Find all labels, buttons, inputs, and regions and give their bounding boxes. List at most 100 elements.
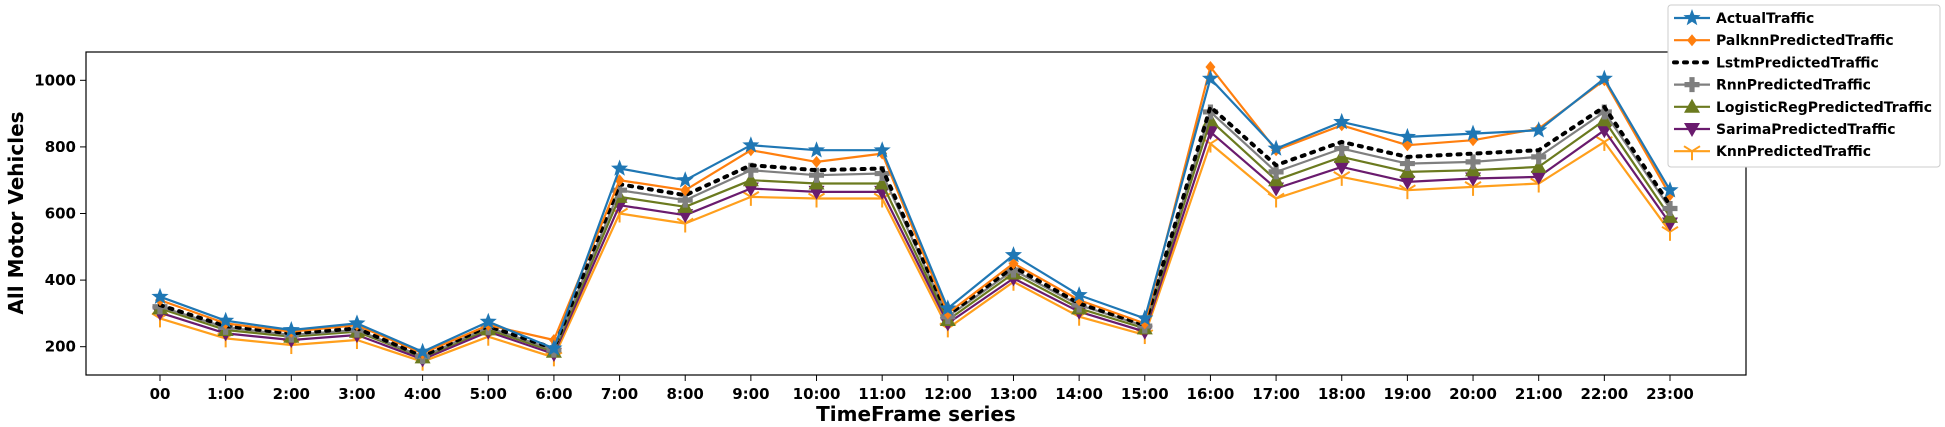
data-point (742, 136, 760, 153)
data-point-stroke (1333, 171, 1343, 178)
data-point (1531, 149, 1547, 165)
x-tick-label: 6:00 (535, 385, 572, 403)
x-tick-label: 21:00 (1515, 385, 1563, 403)
legend-label: LogisticRegPredictedTraffic (1716, 100, 1932, 116)
legend-label: SarimaPredictedTraffic (1716, 122, 1896, 138)
x-axis-ticks: 00 1:00 2:00 3:00 4:00 5:00 6:00 7:00 8:00 9:00 10… (150, 375, 1694, 403)
legend-item-KnnPredictedTraffic: KnnPredictedTraffic (1674, 144, 1871, 161)
series-layer (151, 60, 1679, 371)
x-tick-label: 15:00 (1121, 385, 1169, 403)
series-ActualTraffic (151, 69, 1679, 359)
data-point (1399, 175, 1416, 190)
x-tick-label: 12:00 (924, 385, 972, 403)
data-point-stroke (750, 191, 760, 198)
legend-marker (1687, 34, 1697, 47)
data-point (545, 339, 563, 356)
y-tick-label: 200 (45, 338, 76, 356)
legend-item-ActualTraffic: ActualTraffic (1674, 9, 1814, 27)
data-point (1662, 201, 1678, 217)
data-point (807, 192, 826, 208)
x-tick-label: 2:00 (273, 385, 310, 403)
data-point (282, 321, 300, 338)
data-point-stroke (1603, 136, 1613, 143)
legend-marker (1684, 77, 1700, 93)
data-point (1530, 121, 1548, 138)
x-tick-label: 22:00 (1580, 385, 1628, 403)
y-tick-label: 1000 (34, 71, 76, 89)
x-tick-label: 19:00 (1384, 385, 1432, 403)
data-point (809, 167, 825, 183)
data-point (1464, 181, 1482, 196)
legend-entries: ActualTraffic PalknnPredictedTraffic LstmP… (1672, 9, 1932, 161)
data-point (1661, 225, 1679, 241)
data-point-stroke (1267, 192, 1277, 200)
x-tick-label: 7:00 (601, 385, 638, 403)
data-point (742, 172, 759, 187)
legend-marker (1683, 9, 1701, 26)
data-point (1530, 158, 1547, 173)
data-point-stroke (619, 207, 629, 215)
series-line (158, 104, 1672, 358)
y-axis-ticks: 200 400 600 800 1000 (34, 71, 86, 356)
data-point (1333, 160, 1350, 175)
legend-label: LstmPredictedTraffic (1716, 55, 1879, 71)
legend-item-PalknnPredictedTraffic: PalknnPredictedTraffic (1674, 33, 1894, 49)
data-point (1530, 170, 1547, 185)
legend-item-LstmPredictedTraffic: LstmPredictedTraffic (1672, 55, 1879, 71)
data-point (217, 311, 235, 328)
data-point (1595, 136, 1613, 151)
data-point (1334, 141, 1350, 157)
legend-marker (1683, 145, 1701, 161)
data-point (1596, 104, 1612, 120)
data-point-stroke (815, 192, 826, 200)
series-line (159, 77, 1671, 353)
series-LstmPredictedTraffic (158, 104, 1672, 358)
data-point-stroke (881, 192, 891, 200)
data-point (1267, 139, 1285, 156)
data-point (1465, 154, 1481, 170)
data-point (1399, 156, 1415, 172)
x-tick-label: 20:00 (1449, 385, 1497, 403)
data-point (676, 217, 694, 233)
data-point (811, 155, 822, 168)
data-point (1136, 309, 1154, 326)
legend-marker-stroke (1683, 145, 1693, 153)
data-point (742, 191, 760, 206)
x-tick-label: 13:00 (990, 385, 1038, 403)
data-point-stroke (742, 191, 752, 198)
y-tick-label: 400 (45, 271, 76, 289)
legend-item-RnnPredictedTraffic: RnnPredictedTraffic (1674, 77, 1871, 94)
legend-label: KnnPredictedTraffic (1716, 144, 1871, 160)
data-point (611, 159, 629, 176)
data-point (874, 166, 890, 182)
data-point (151, 287, 169, 304)
data-point (1201, 69, 1219, 86)
x-tick-label: 1:00 (207, 385, 244, 403)
data-point-stroke (1538, 177, 1548, 185)
data-point-stroke (1341, 171, 1351, 178)
data-point (1333, 171, 1351, 186)
x-tick-label: 9:00 (732, 385, 769, 403)
y-tick-label: 800 (45, 138, 76, 156)
data-point (874, 175, 891, 190)
series-line (159, 140, 1671, 363)
data-point-stroke (807, 192, 818, 200)
data-point-stroke (1530, 177, 1540, 185)
data-point (1267, 192, 1285, 208)
data-point-stroke (676, 217, 686, 225)
data-point (612, 182, 628, 198)
data-point-stroke (1275, 192, 1285, 200)
data-point (479, 312, 497, 329)
legend[interactable]: ActualTraffic PalknnPredictedTraffic LstmP… (1667, 4, 1941, 168)
y-axis-label: All Motor Vehicles (4, 111, 28, 314)
series-line (159, 129, 1671, 361)
data-point (1070, 286, 1088, 303)
legend-marker (1684, 98, 1700, 113)
data-point-stroke (1398, 184, 1408, 192)
x-tick-label: 4:00 (404, 385, 441, 403)
x-tick-label: 3:00 (338, 385, 375, 403)
legend-label: ActualTraffic (1716, 11, 1814, 27)
legend-label: PalknnPredictedTraffic (1716, 33, 1894, 49)
data-point (1268, 164, 1284, 180)
